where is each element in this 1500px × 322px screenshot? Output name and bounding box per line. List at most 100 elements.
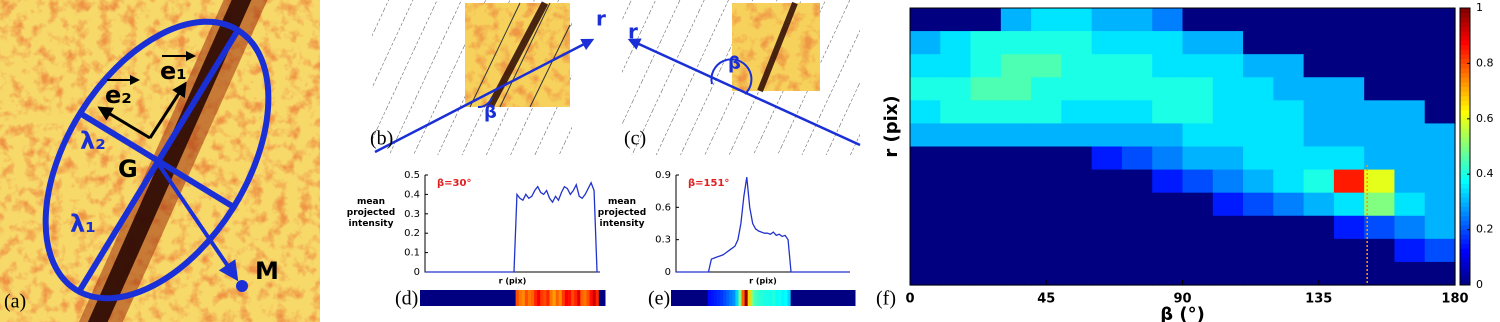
x-axis-label: r (pix)	[749, 277, 777, 286]
heatmap-cell	[1031, 238, 1062, 263]
colorbar-swatch	[1460, 91, 1470, 97]
heatmap-cell	[1061, 31, 1093, 55]
heatmap-cell	[1152, 54, 1184, 78]
heatmap-cell	[1303, 77, 1335, 101]
colorbar-swatch	[1460, 21, 1470, 27]
heatmap-cell	[1212, 54, 1244, 78]
heatmap-cell	[1061, 8, 1093, 32]
heatmap-cell	[1333, 146, 1365, 171]
heatmap-cell	[1121, 192, 1153, 217]
x-tick-label: 0	[905, 292, 914, 307]
heatmap-cell	[1000, 123, 1032, 148]
heatmap-cell	[1182, 238, 1214, 263]
y-tick-label: 0.3	[404, 209, 420, 220]
colorbar-swatch	[1460, 81, 1470, 87]
heatmap-cell	[1152, 123, 1184, 148]
y-tick-label: 0.2	[404, 228, 420, 239]
heatmap-cell	[1182, 192, 1214, 217]
heatmap-cell	[1243, 238, 1274, 263]
heatmap-cell	[970, 238, 1002, 263]
y-tick-label: 0.5	[404, 170, 420, 181]
heatmap-cell	[1243, 192, 1274, 217]
heatmap-cell	[1243, 77, 1274, 101]
colorbar-swatch	[1460, 183, 1470, 189]
profile-strip-cell	[506, 290, 510, 306]
y-tick-label: 0.4	[404, 189, 420, 200]
heatmap-cell	[1121, 31, 1153, 55]
heatmap-cell	[910, 54, 941, 78]
heatmap-cell	[1333, 100, 1365, 125]
heatmap-cell	[1212, 192, 1244, 217]
heatmap-cell	[1333, 192, 1365, 217]
heatmap-cell	[1091, 192, 1123, 217]
heatmap-cell	[1273, 77, 1305, 101]
profile-strip-cell	[543, 290, 547, 306]
colorbar-swatch	[1460, 257, 1470, 263]
heatmap-cell	[1364, 146, 1396, 171]
profile-strip-cell	[552, 290, 557, 306]
heatmap-cell	[1000, 146, 1032, 171]
heatmap-cell	[1000, 169, 1032, 194]
heatmap-cell	[1364, 192, 1396, 217]
angle-arc	[477, 96, 493, 108]
colorbar-swatch	[1460, 229, 1470, 235]
heatmap-cell	[1212, 100, 1244, 125]
colorbar-swatch	[1460, 49, 1470, 55]
heatmap-cell	[1061, 146, 1093, 171]
profile-strip-cell	[769, 290, 773, 306]
heatmap-cell	[1061, 169, 1093, 194]
heatmap-cell	[910, 192, 941, 217]
profile-strip-cell	[812, 290, 816, 306]
colorbar-swatch	[1460, 31, 1470, 37]
profile-strip-cell	[698, 290, 703, 306]
heatmap-cell	[1091, 261, 1123, 286]
colorbar-tick-label: 0.8	[1476, 56, 1494, 69]
heatmap-cell	[1333, 238, 1365, 263]
profile-strip-cell	[494, 290, 498, 306]
colorbar-swatch	[1460, 54, 1470, 60]
heatmap-cell	[970, 31, 1002, 55]
heatmap-cell	[910, 8, 941, 32]
heatmap-cell	[1364, 77, 1396, 101]
heatmap-cell	[1424, 123, 1456, 148]
axes	[675, 175, 850, 273]
colorbar-swatch	[1460, 252, 1470, 258]
heatmap-cell	[1394, 54, 1426, 78]
label-beta: β	[728, 53, 741, 74]
profile-strip-cell	[809, 290, 813, 306]
heatmap-cell	[1091, 77, 1123, 101]
heatmap-cell	[1091, 238, 1123, 263]
r-axis-arrow	[374, 38, 595, 154]
heatmap-cell	[970, 215, 1002, 240]
profile-strip-cell	[772, 290, 776, 306]
profile-strip-cell	[524, 290, 529, 306]
heatmap-cell	[970, 77, 1002, 101]
profile-strip-cell	[851, 290, 856, 306]
colorbar-swatch	[1460, 8, 1470, 14]
colorbar-swatch	[1460, 40, 1470, 46]
colorbar-tick-label: 0	[1476, 278, 1483, 291]
heatmap-cell	[1273, 100, 1305, 125]
heatmap-cell	[1243, 123, 1274, 148]
heatmap-cell	[1121, 100, 1153, 125]
heatmap-cell	[1212, 146, 1244, 171]
profile-strip-cell	[692, 290, 697, 306]
profile-strip-cell	[558, 290, 563, 306]
heatmap-cell	[1152, 31, 1184, 55]
colorbar-swatch	[1460, 243, 1470, 249]
heatmap-cell	[1182, 261, 1214, 286]
colorbar-swatch	[1460, 197, 1470, 203]
heatmap-cell	[1091, 54, 1123, 78]
colorbar-swatch	[1460, 35, 1470, 41]
heatmap-cell	[1394, 8, 1426, 32]
profile-strip-cell	[766, 290, 770, 306]
heatmap-cell	[1364, 123, 1396, 148]
line	[425, 181, 600, 273]
heatmap-cell	[1000, 192, 1032, 217]
heatmap-cell	[1333, 31, 1365, 55]
heatmap-cell	[1121, 169, 1153, 194]
heatmap-cell	[1061, 54, 1093, 78]
colorbar-swatch	[1460, 155, 1470, 161]
colorbar-swatch	[1460, 238, 1470, 244]
